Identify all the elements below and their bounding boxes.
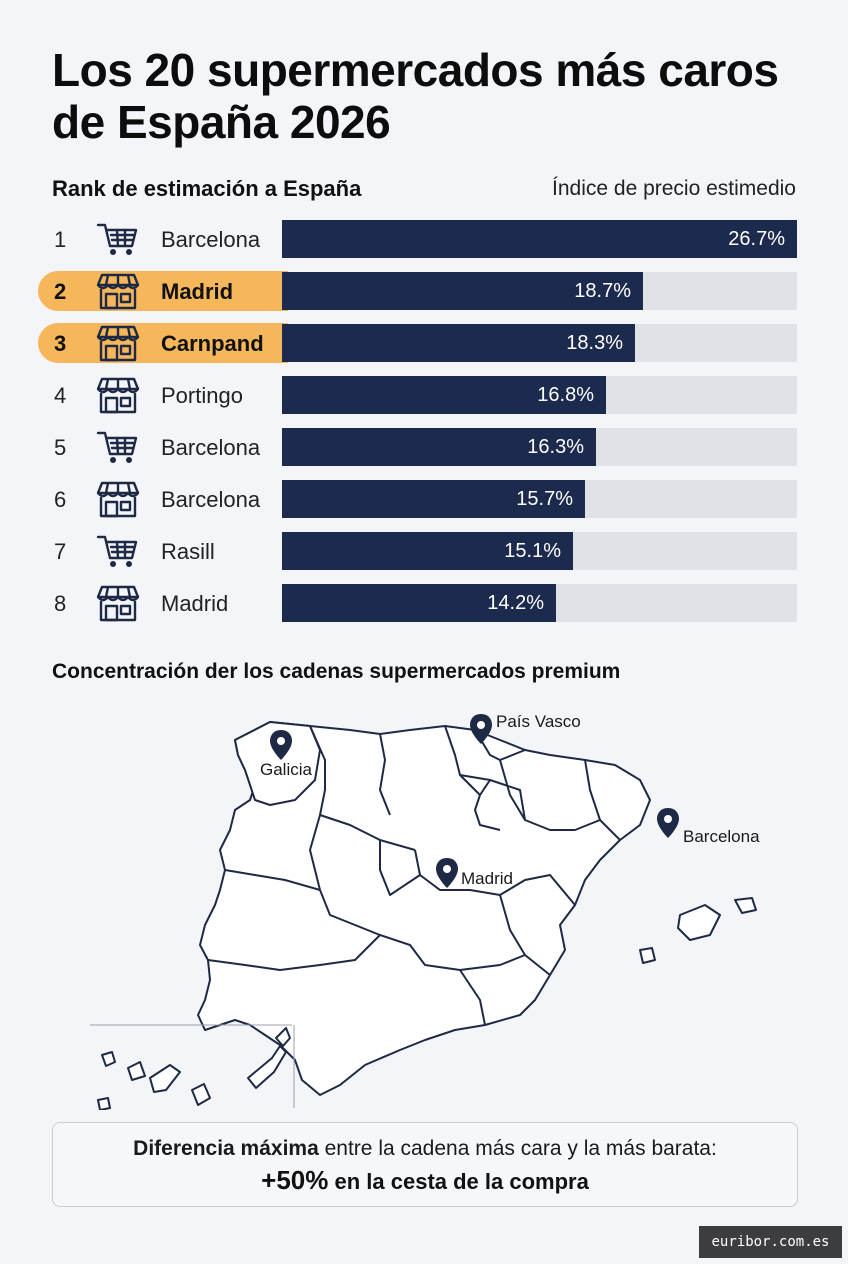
- rank-number: 3: [54, 331, 67, 356]
- summary-callout: Diferencia máxima entre la cadena más ca…: [52, 1122, 798, 1207]
- row-label: Barcelona: [161, 435, 261, 460]
- menorca-island: [734, 897, 757, 914]
- rank-number: 2: [54, 279, 67, 304]
- bar-value-label: 14.2%: [487, 592, 544, 614]
- bar: [282, 324, 635, 362]
- bar: [282, 428, 596, 466]
- marker-madrid-icon: [436, 858, 458, 888]
- bar-track: 18.3%: [282, 324, 797, 362]
- row-label: Barcelona: [161, 487, 261, 512]
- canary-island-3: [149, 1064, 181, 1093]
- bar: [282, 480, 585, 518]
- bar-row: 7 Rasill 15.1%: [38, 531, 798, 571]
- rank-number: 7: [54, 539, 67, 564]
- bar-value-label: 18.3%: [566, 332, 623, 354]
- storefront-icon: [96, 323, 140, 363]
- bar-value-label: 16.8%: [537, 384, 594, 406]
- map-label-madrid: Madrid: [461, 869, 513, 888]
- storefront-icon: [96, 479, 140, 519]
- spain-map: País Vasco Galicia Barcelona Madrid: [80, 700, 780, 1111]
- mallorca-island: [677, 904, 721, 941]
- row-label: Rasill: [161, 539, 215, 564]
- callout-line-2: +50% en la cesta de la compra: [53, 1165, 797, 1196]
- bar: [282, 532, 573, 570]
- marker-barcelona-icon: [657, 808, 679, 838]
- spain-map-outline: [90, 714, 757, 1111]
- bar-track: 15.1%: [282, 532, 797, 570]
- marker-galicia-icon: [270, 730, 292, 760]
- bar-row: 8 Madrid 14.2%: [38, 583, 798, 623]
- bar-row: 4 Portingo 16.8%: [38, 375, 798, 415]
- marker-pais-vasco-icon: [470, 714, 492, 744]
- galicia-region: [234, 721, 321, 806]
- canary-island-2: [127, 1061, 146, 1081]
- row-label: Portingo: [161, 383, 243, 408]
- bar: [282, 272, 643, 310]
- bar-value-label: 16.3%: [527, 436, 584, 458]
- callout-big-value: +50%: [261, 1165, 329, 1195]
- row-label: Carnpand: [161, 331, 264, 356]
- shopping-cart-icon: [96, 427, 140, 467]
- callout-suffix: en la cesta de la compra: [328, 1169, 589, 1194]
- storefront-icon: [96, 271, 140, 311]
- rank-number: 8: [54, 591, 67, 616]
- row-label: Madrid: [161, 591, 229, 616]
- bar: [282, 220, 797, 258]
- map-label-galicia: Galicia: [260, 760, 312, 779]
- storefront-icon: [96, 583, 140, 623]
- bar-value-label: 15.1%: [504, 540, 561, 562]
- bar-track: 16.3%: [282, 428, 797, 466]
- bar-row: 6 Barcelona 15.7%: [38, 479, 798, 519]
- shopping-cart-icon: [96, 219, 140, 259]
- callout-bold-prefix: Diferencia máxima: [133, 1137, 319, 1160]
- bar-track: 18.7%: [282, 272, 797, 310]
- rank-number: 5: [54, 435, 67, 460]
- map-label-pais-vasco: País Vasco: [496, 712, 581, 731]
- bar-row: 2 Madrid 18.7%: [38, 271, 798, 311]
- highlight-pill: [38, 271, 288, 311]
- storefront-icon: [96, 375, 140, 415]
- shopping-cart-icon: [96, 531, 140, 571]
- bar: [282, 584, 556, 622]
- callout-line-1: Diferencia máxima entre la cadena más ca…: [53, 1137, 797, 1161]
- bar-value-label: 26.7%: [728, 228, 785, 250]
- rank-number: 6: [54, 487, 67, 512]
- canary-island-4: [191, 1083, 211, 1106]
- row-label: Barcelona: [161, 227, 261, 252]
- highlight-pill: [38, 323, 288, 363]
- map-title: Concentración der los cadenas supermerca…: [52, 660, 621, 683]
- rank-number: 1: [54, 227, 67, 252]
- bar-track: 16.8%: [282, 376, 797, 414]
- mainland-outline: [197, 721, 651, 1096]
- page-title: Los 20 supermercados más caros de España…: [52, 44, 779, 148]
- index-header: Índice de precio estimedio: [552, 177, 796, 200]
- bar-value-label: 15.7%: [516, 488, 573, 510]
- bar-track: 15.7%: [282, 480, 797, 518]
- rank-header: Rank de estimación a España: [52, 176, 362, 201]
- callout-text: entre la cadena más cara y la más barata…: [318, 1137, 717, 1160]
- bar-track: 26.7%: [282, 220, 797, 258]
- canary-island-5: [247, 1045, 287, 1089]
- bar-row: 3 Carnpand 18.3%: [38, 323, 798, 363]
- canary-island-7: [97, 1097, 111, 1111]
- map-label-barcelona: Barcelona: [683, 827, 760, 846]
- map-markers: [270, 714, 679, 888]
- bar-value-label: 18.7%: [574, 280, 631, 302]
- rank-number: 4: [54, 383, 67, 408]
- bar: [282, 376, 606, 414]
- bar-row: 5 Barcelona 16.3%: [38, 427, 798, 467]
- row-label: Madrid: [161, 279, 234, 304]
- bar-track: 14.2%: [282, 584, 797, 622]
- canary-island-6: [275, 1027, 291, 1047]
- bar-row: 1 Barcelona 26.7%: [38, 219, 798, 259]
- source-badge[interactable]: euribor.com.es: [699, 1226, 842, 1258]
- canary-island-1: [101, 1051, 116, 1067]
- ibiza-island: [639, 947, 656, 964]
- canary-inset-frame: [90, 1024, 295, 1108]
